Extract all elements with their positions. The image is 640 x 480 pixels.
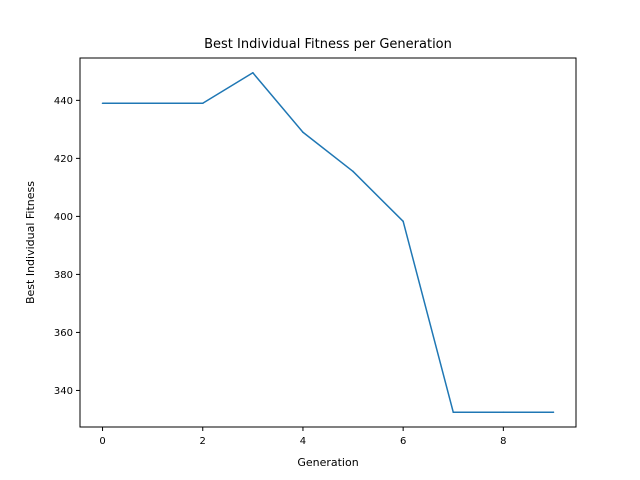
data-point xyxy=(201,102,204,105)
data-point xyxy=(502,411,505,414)
y-axis-label: Best Individual Fitness xyxy=(24,181,37,304)
x-tick-label: 6 xyxy=(400,436,406,447)
plot-area xyxy=(101,71,555,414)
x-tick-label: 4 xyxy=(300,436,306,447)
y-tick-label: 380 xyxy=(54,270,73,281)
chart-title: Best Individual Fitness per Generation xyxy=(204,37,452,52)
y-tick-label: 440 xyxy=(54,96,73,107)
x-tick-label: 0 xyxy=(99,436,105,447)
y-tick-label: 400 xyxy=(54,212,73,223)
y-axis: 340 360 380 400 420 440 xyxy=(54,96,80,397)
x-tick-label: 8 xyxy=(500,436,506,447)
y-tick-label: 420 xyxy=(54,154,73,165)
data-point xyxy=(252,71,254,74)
x-axis-label: Generation xyxy=(297,456,358,469)
data-point xyxy=(151,102,154,105)
y-tick-label: 340 xyxy=(54,386,73,397)
y-tick-label: 360 xyxy=(54,328,73,339)
x-tick-label: 2 xyxy=(200,436,206,447)
data-point xyxy=(302,131,304,134)
series-line xyxy=(102,72,554,413)
data-point xyxy=(101,102,104,105)
x-axis: 0 2 4 6 8 xyxy=(99,427,507,447)
data-point xyxy=(352,170,354,173)
data-point xyxy=(552,411,555,414)
axes-frame xyxy=(79,57,577,428)
data-point xyxy=(452,411,455,414)
data-point xyxy=(402,220,404,223)
